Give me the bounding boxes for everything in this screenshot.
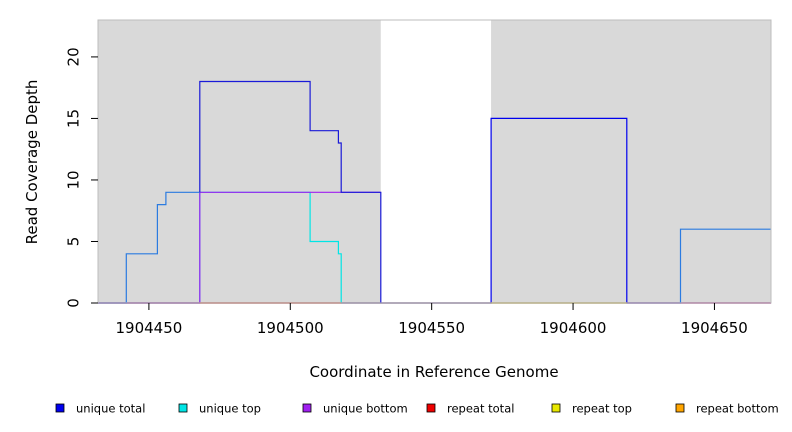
legend-swatch	[55, 403, 65, 413]
series-line	[98, 191, 200, 304]
series-line	[199, 80, 382, 303]
legend: unique total unique top unique bottom repea…	[55, 402, 779, 416]
plot-border	[97, 19, 772, 304]
legend-label: unique top	[199, 402, 261, 416]
y-axis-title: Read Coverage Depth	[23, 80, 41, 245]
x-tick-label: 1904600	[540, 319, 607, 337]
x-tick-label: 1904650	[681, 319, 748, 337]
y-axis: 0 5 10 15 20	[64, 47, 98, 308]
legend-swatch	[302, 403, 312, 413]
y-tick-label: 0	[64, 298, 82, 308]
legend-label: repeat total	[447, 402, 514, 416]
y-tick-label: 15	[64, 109, 82, 128]
legend-label: repeat bottom	[696, 402, 779, 416]
legend-label: unique total	[76, 402, 145, 416]
legend-swatch	[551, 403, 561, 413]
y-tick-label: 5	[64, 237, 82, 247]
legend-swatch	[178, 403, 188, 413]
x-axis: 1904450 1904500 1904550 1904600 1904650	[115, 303, 748, 337]
uncovered-region	[380, 20, 492, 303]
legend-label: repeat top	[572, 402, 632, 416]
y-tick-label: 10	[64, 170, 82, 189]
x-axis-title: Coordinate in Reference Genome	[309, 363, 558, 381]
uncovered-regions	[380, 19, 492, 303]
x-tick-label: 1904500	[257, 319, 324, 337]
legend-label: unique bottom	[323, 402, 408, 416]
x-tick-label: 1904550	[398, 319, 465, 337]
x-tick-label: 1904450	[115, 319, 182, 337]
y-tick-label: 20	[64, 47, 82, 66]
legend-swatch	[675, 403, 685, 413]
legend-swatch	[426, 403, 436, 413]
